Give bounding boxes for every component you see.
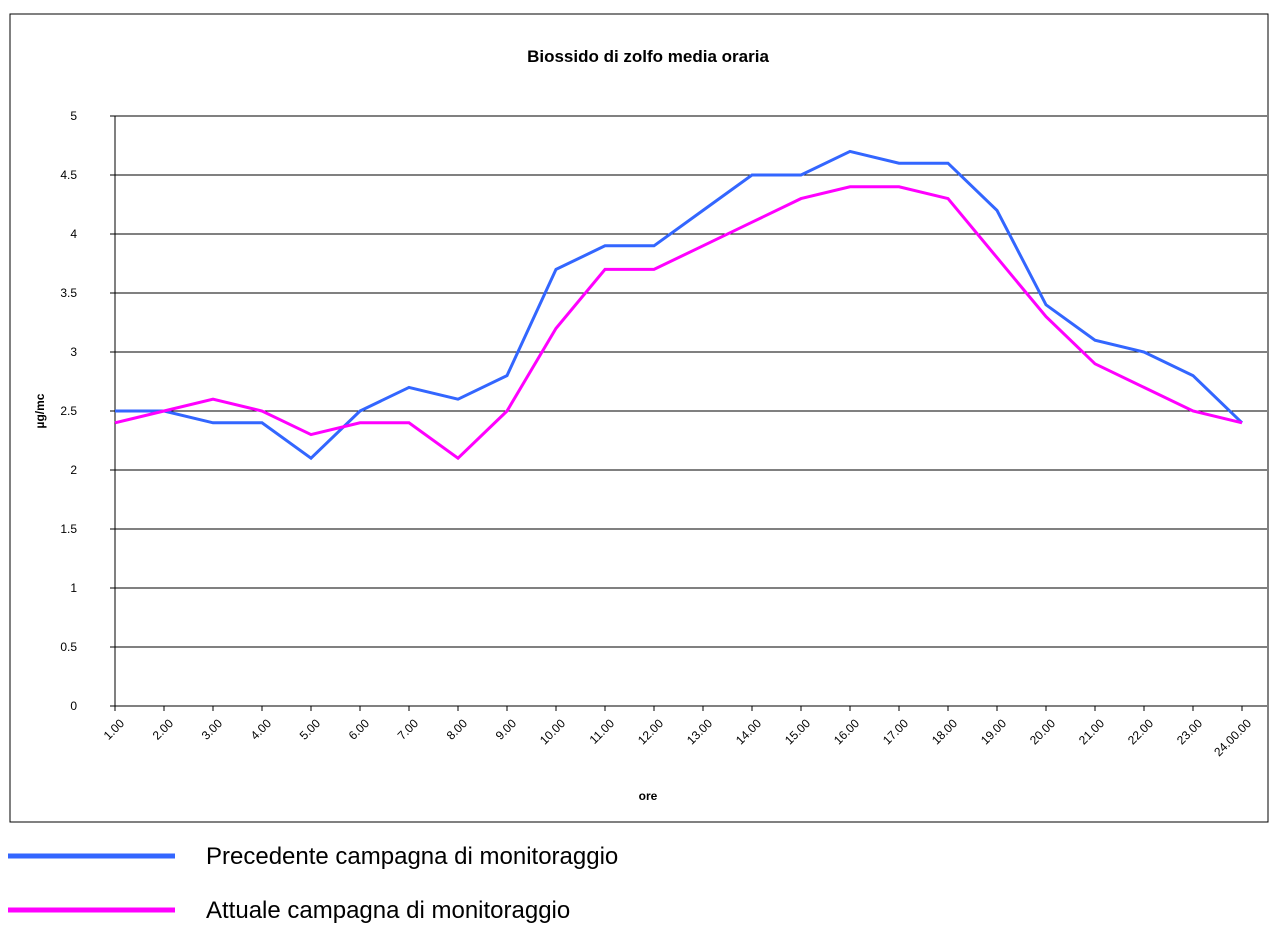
- legend-label: Attuale campagna di monitoraggio: [206, 897, 570, 924]
- x-axis-label: ore: [639, 789, 658, 803]
- chart-border: [9, 13, 1269, 823]
- x-tick-label: 23.00: [1174, 716, 1205, 747]
- y-tick-label: 4: [70, 227, 77, 241]
- x-tick-label: 14.00: [733, 716, 764, 747]
- y-axis-label: µg/mc: [33, 393, 47, 428]
- x-tick-label: 13.00: [684, 716, 715, 747]
- x-tick-label: 5.00: [297, 716, 324, 743]
- x-tick-label: 4.00: [248, 716, 275, 743]
- x-tick-label: 12.00: [635, 716, 666, 747]
- x-tick-label: 11.00: [587, 716, 618, 747]
- legend-label: Precedente campagna di monitoraggio: [206, 843, 618, 870]
- y-tick-label: 2.5: [60, 404, 77, 418]
- x-tick-label: 2.00: [150, 716, 177, 743]
- x-tick-label: 8.00: [444, 716, 471, 743]
- x-tick-label: 7.00: [395, 716, 422, 743]
- x-tick-label: 19.00: [978, 716, 1009, 747]
- x-tick-label: 16.00: [831, 716, 862, 747]
- x-tick-label: 6.00: [346, 716, 373, 743]
- y-tick-label: 2: [70, 463, 77, 477]
- x-tick-label: 3.00: [199, 716, 226, 743]
- y-tick-label: 4.5: [60, 168, 77, 182]
- x-tick-label: 22.00: [1125, 716, 1156, 747]
- series-line: [114, 185, 1243, 461]
- y-tick-label: 1: [70, 581, 77, 595]
- y-tick-label: 0: [70, 699, 77, 713]
- y-tick-label: 5: [70, 109, 77, 123]
- y-tick-label: 0.5: [60, 640, 77, 654]
- y-tick-label: 1.5: [60, 522, 77, 536]
- x-tick-label: 18.00: [929, 716, 960, 747]
- x-tick-label: 1.00: [101, 716, 128, 743]
- series-line: [115, 149, 1244, 461]
- x-tick-label: 15.00: [782, 716, 813, 747]
- x-tick-label: 10.00: [537, 716, 568, 747]
- y-tick-label: 3: [70, 345, 77, 359]
- chart-title: Biossido di zolfo media oraria: [527, 47, 769, 66]
- y-tick-label: 3.5: [60, 286, 77, 300]
- x-tick-label: 21.00: [1076, 716, 1107, 747]
- x-tick-label: 24.00.00: [1211, 716, 1254, 759]
- x-tick-label: 20.00: [1027, 716, 1058, 747]
- x-tick-label: 9.00: [493, 716, 520, 743]
- x-tick-label: 17.00: [880, 716, 911, 747]
